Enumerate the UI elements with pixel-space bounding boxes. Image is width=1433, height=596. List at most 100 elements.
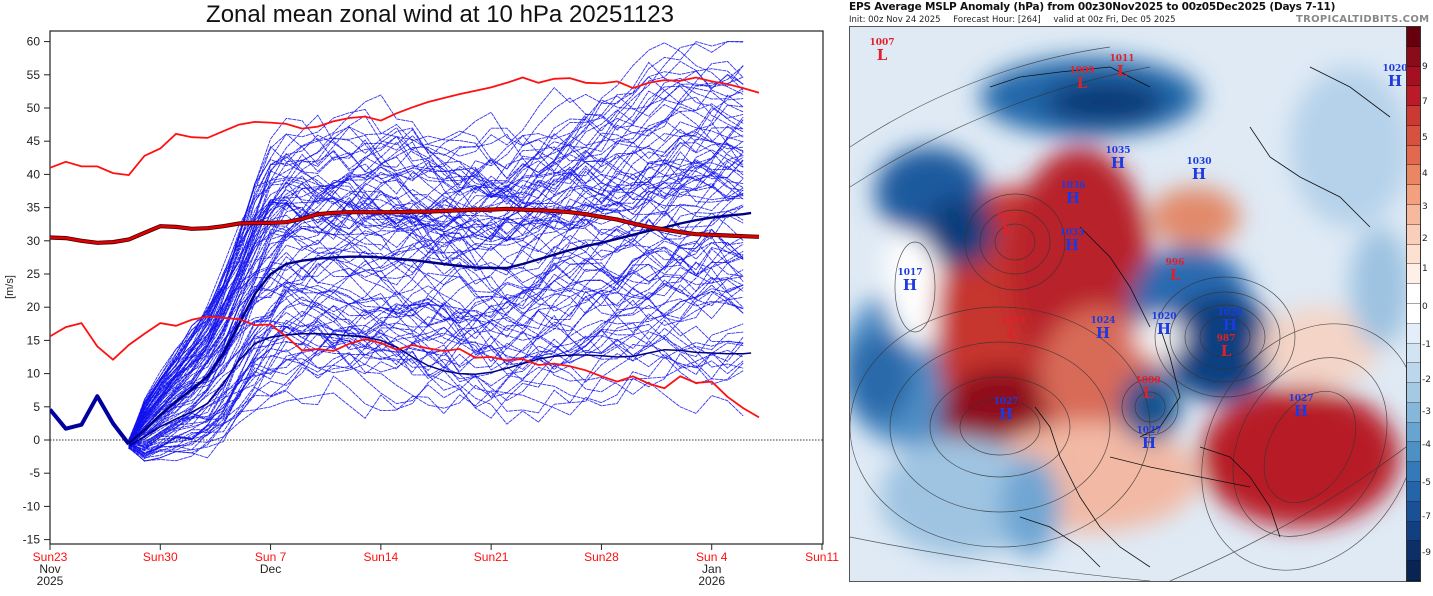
y-tick-label: -5 xyxy=(29,466,40,480)
x-tick-month: Jan xyxy=(702,562,721,576)
colorbar-label: -5 xyxy=(1422,478,1431,488)
colorbar-segment xyxy=(1407,86,1420,107)
y-tick-label: 45 xyxy=(27,134,41,148)
colorbar-segment xyxy=(1407,264,1420,285)
high-pressure-center: 1036 H xyxy=(1059,182,1087,206)
colorbar-segment xyxy=(1407,224,1420,245)
pressure-symbol: H xyxy=(1110,154,1126,172)
pressure-value: 1009 xyxy=(1069,66,1095,76)
colorbar-segment xyxy=(1407,125,1420,146)
coastlines xyxy=(989,66,1391,568)
low-pressure-center: 996 L xyxy=(1161,259,1189,283)
y-tick-label: 50 xyxy=(27,101,41,115)
pressure-value: 1027 xyxy=(1136,426,1162,436)
pressure-value: 1027 xyxy=(993,397,1019,407)
ensemble-member-line xyxy=(128,290,744,450)
pressure-symbol: H xyxy=(1095,324,1111,342)
x-tick-label: Sun28 xyxy=(584,550,619,564)
pressure-value: 1027 xyxy=(1288,394,1314,404)
colorbar-label: 0 xyxy=(1422,302,1428,312)
map-subtitle: Init: 00z Nov 24 2025 Forecast Hour: [26… xyxy=(849,15,1186,25)
ensemble-member-line xyxy=(128,165,744,440)
isobars xyxy=(850,46,1406,581)
colorbar-label: -3 xyxy=(1422,407,1431,417)
ensemble-member-line xyxy=(128,41,744,449)
pressure-symbol: H xyxy=(1064,236,1080,254)
ensemble-member-line xyxy=(128,85,744,444)
pressure-value: 1020 xyxy=(1151,312,1177,322)
init-time: Init: 00z Nov 24 2025 xyxy=(849,15,941,25)
y-tick-label: 25 xyxy=(27,267,41,281)
y-tick-label: 55 xyxy=(27,68,41,82)
pressure-symbol: L xyxy=(1220,342,1232,360)
pressure-symbol: H xyxy=(1387,72,1403,90)
ensemble-member-line xyxy=(128,138,744,446)
colorbar-segment xyxy=(1407,481,1420,502)
colorbar-segment xyxy=(1407,303,1420,324)
pressure-value: 1017 xyxy=(897,268,923,278)
pressure-symbol: L xyxy=(1001,220,1013,238)
ensemble-member-line xyxy=(128,255,744,448)
y-tick-label: -10 xyxy=(23,499,41,513)
colorbar-segment xyxy=(1407,145,1420,166)
y-tick-label: 40 xyxy=(27,167,41,181)
ensemble-member-line xyxy=(128,284,744,452)
pressure-symbol: L xyxy=(1116,62,1128,80)
ensemble-member-line xyxy=(128,321,744,462)
ensemble-member-line xyxy=(128,228,744,441)
ensemble-member-line xyxy=(128,323,744,456)
colorbar-segment xyxy=(1407,323,1420,344)
pressure-value: 1030 xyxy=(1186,157,1212,167)
colorbar-label: 2 xyxy=(1422,234,1428,244)
pressure-value: 1003 xyxy=(1000,316,1026,326)
colorbar-segment xyxy=(1407,561,1420,581)
ensemble-member-line xyxy=(128,70,744,440)
climatology-min-line xyxy=(50,315,760,419)
x-tick-year: 2026 xyxy=(698,574,725,588)
analysis-line xyxy=(50,394,131,446)
y-tick-label: 60 xyxy=(27,35,41,49)
pressure-value: 1020 xyxy=(1382,64,1407,74)
colorbar-segment xyxy=(1407,402,1420,423)
pressure-symbol: H xyxy=(1222,316,1238,334)
ensemble-member-line xyxy=(128,143,744,446)
high-pressure-center: 1017 H xyxy=(896,269,924,293)
colorbar-label: -2 xyxy=(1422,375,1431,385)
mslp-anomaly-map: 1007 L 1009 L 1011 L 1035 H 1030 H 1020 H 1036 H 997 L 1… xyxy=(849,26,1407,582)
pressure-symbol: L xyxy=(1142,384,1154,402)
x-tick-label: Sun11 xyxy=(805,550,839,564)
pressure-value: 996 xyxy=(1165,258,1185,268)
x-tick-label: Sun 4 xyxy=(696,550,728,564)
high-pressure-center: 1020 H xyxy=(1216,309,1244,333)
low-pressure-center: 997 L xyxy=(993,213,1021,237)
colorbar-segment xyxy=(1407,27,1420,47)
y-tick-label: 30 xyxy=(27,234,41,248)
y-tick-label: -15 xyxy=(23,533,41,547)
ensemble-member-line xyxy=(128,299,744,459)
pressure-value: 1024 xyxy=(1090,316,1116,326)
ensemble-member-line xyxy=(128,104,744,440)
ensemble-member-line xyxy=(128,98,744,448)
pressure-value: 1007 xyxy=(869,38,895,48)
high-pressure-center: 1027 H xyxy=(992,398,1020,422)
brand-watermark: TROPICALTIDBITS.COM xyxy=(1296,14,1430,25)
low-pressure-center: 1011 L xyxy=(1108,55,1136,79)
ensemble-lower-line xyxy=(128,333,752,447)
low-pressure-center: 987 L xyxy=(1212,335,1240,359)
colorbar-segment xyxy=(1407,106,1420,126)
ensemble-member-line xyxy=(128,331,744,455)
pressure-value: 1011 xyxy=(1109,54,1135,64)
colorbar-segment xyxy=(1407,205,1420,225)
high-pressure-center: 1020 H xyxy=(1381,64,1407,90)
pressure-symbol: L xyxy=(1007,324,1019,342)
low-pressure-center: 1003 L xyxy=(999,317,1027,341)
ensemble-member-line xyxy=(128,291,744,455)
ensemble-member-line xyxy=(128,121,744,440)
high-pressure-center: 1035 H xyxy=(1104,147,1132,171)
ensemble-member-line xyxy=(128,219,744,445)
colorbar-label: 4 xyxy=(1422,169,1428,179)
ensemble-member-line xyxy=(128,103,744,447)
colorbar-segment xyxy=(1407,66,1420,87)
ensemble-member-line xyxy=(128,181,744,449)
